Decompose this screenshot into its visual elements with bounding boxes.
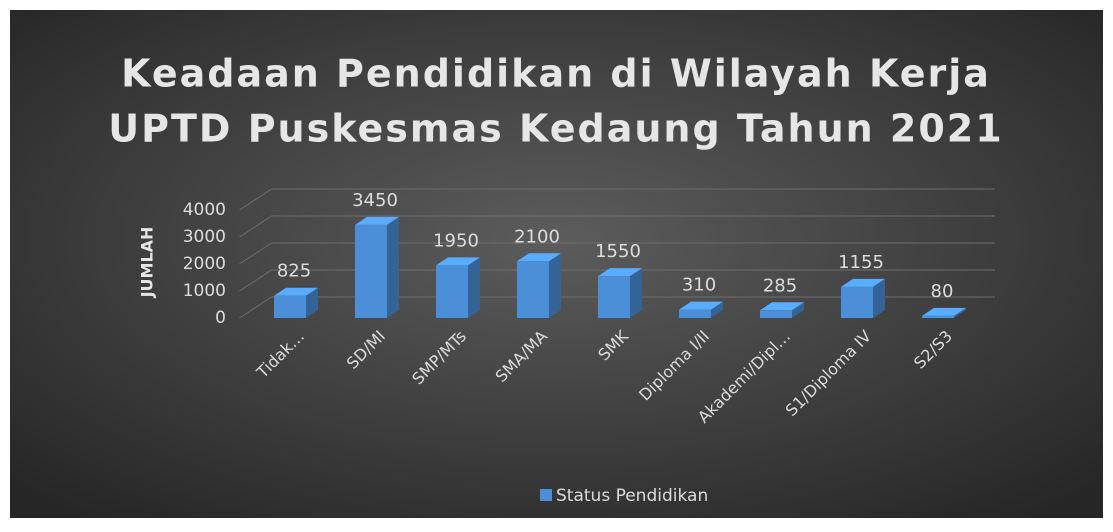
data-label: 825 bbox=[277, 261, 311, 282]
bar bbox=[922, 315, 954, 318]
bar-top bbox=[355, 216, 399, 225]
bar bbox=[679, 309, 711, 318]
bar bbox=[841, 286, 873, 318]
y-tick-label: 0 bbox=[215, 308, 226, 328]
bar-side bbox=[306, 287, 318, 318]
bar bbox=[517, 261, 549, 318]
data-label: 310 bbox=[682, 275, 716, 296]
data-label: 285 bbox=[763, 275, 797, 296]
bar-top bbox=[922, 307, 966, 316]
bar-top bbox=[679, 301, 723, 310]
grid-line-side bbox=[239, 242, 272, 265]
legend-label: Status Pendidikan bbox=[556, 486, 708, 506]
bar bbox=[436, 265, 468, 318]
data-label: 2100 bbox=[514, 226, 560, 247]
data-label: 1950 bbox=[433, 230, 479, 251]
bar-side bbox=[792, 302, 804, 318]
data-label: 80 bbox=[931, 281, 954, 302]
bar-side bbox=[630, 268, 642, 318]
bar bbox=[760, 310, 792, 318]
grid-line-side bbox=[239, 188, 272, 211]
bar-top bbox=[841, 278, 885, 287]
y-axis-label: JUMLAH bbox=[138, 227, 157, 299]
grid-line-side bbox=[239, 296, 272, 319]
y-tick-label: 4000 bbox=[183, 200, 226, 220]
bar bbox=[598, 276, 630, 318]
grid-line-side bbox=[239, 215, 272, 238]
bar-side bbox=[468, 257, 480, 318]
bar-side bbox=[549, 253, 561, 318]
bar-top bbox=[598, 268, 642, 277]
data-label: 1550 bbox=[595, 241, 641, 262]
y-tick-label: 2000 bbox=[183, 254, 226, 274]
y-tick-label: 3000 bbox=[183, 227, 226, 247]
bar-top bbox=[274, 287, 318, 296]
bar-top bbox=[517, 253, 561, 262]
bar-side bbox=[711, 301, 723, 318]
data-label: 1155 bbox=[838, 252, 884, 273]
bar-top bbox=[760, 302, 804, 311]
chart-title: Keadaan Pendidikan di Wilayah Kerja bbox=[121, 52, 991, 96]
y-tick-label: 1000 bbox=[183, 281, 226, 301]
bar bbox=[355, 224, 387, 318]
legend-swatch bbox=[540, 489, 552, 501]
bar-side bbox=[954, 307, 966, 318]
bar-side bbox=[873, 278, 885, 318]
bar-top bbox=[436, 257, 480, 266]
chart-title: UPTD Puskesmas Kedaung Tahun 2021 bbox=[108, 107, 1003, 151]
data-label: 3450 bbox=[352, 190, 398, 211]
bar bbox=[274, 295, 306, 318]
grid-line-side bbox=[239, 269, 272, 292]
bar-side bbox=[387, 216, 399, 318]
